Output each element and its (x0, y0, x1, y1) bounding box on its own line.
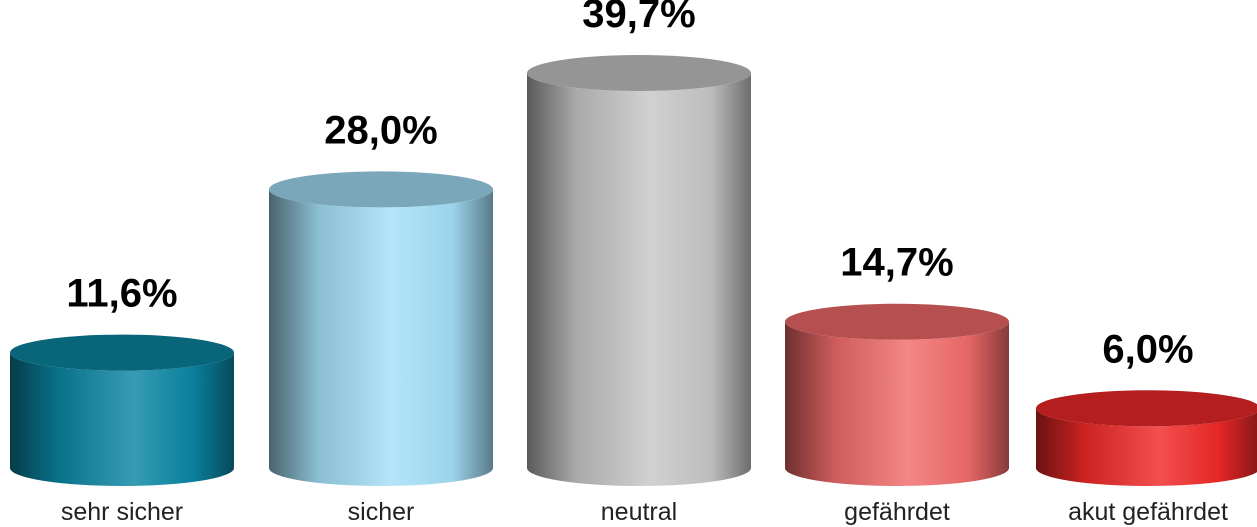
bar-4 (785, 303, 1009, 486)
value-label-4: 14,7% (840, 241, 953, 285)
bar-top-3 (527, 54, 751, 91)
bar-top-2 (269, 171, 493, 208)
bar-body-3 (527, 72, 751, 487)
value-label-3: 39,7% (582, 0, 695, 36)
category-label-3: neutral (601, 498, 677, 526)
bar-body-1 (10, 352, 234, 486)
bar-top-5 (1036, 390, 1257, 427)
value-label-2: 28,0% (324, 108, 437, 152)
bar-top-4 (785, 303, 1009, 340)
category-label-1: sehr sicher (61, 498, 183, 526)
category-label-5: akut gefährdet (1068, 498, 1228, 526)
bars-group (10, 54, 1257, 487)
bar-3 (527, 54, 751, 487)
bar-top-1 (10, 334, 234, 371)
bar-1 (10, 334, 234, 486)
bar-5 (1036, 390, 1257, 486)
value-label-5: 6,0% (1102, 327, 1193, 371)
bar-body-5 (1036, 408, 1257, 486)
category-label-2: sicher (348, 498, 415, 526)
bar-body-2 (269, 189, 493, 486)
category-label-4: gefährdet (844, 498, 950, 526)
bar-2 (269, 171, 493, 486)
value-label-1: 11,6% (66, 272, 177, 316)
bar-body-4 (785, 321, 1009, 486)
value-labels-group: 11,6% 28,0% 39,7% 14,7% 6,0% (66, 0, 1193, 371)
category-labels-group: sehr sicher sicher neutral gefährdet akut ge… (61, 498, 1228, 526)
